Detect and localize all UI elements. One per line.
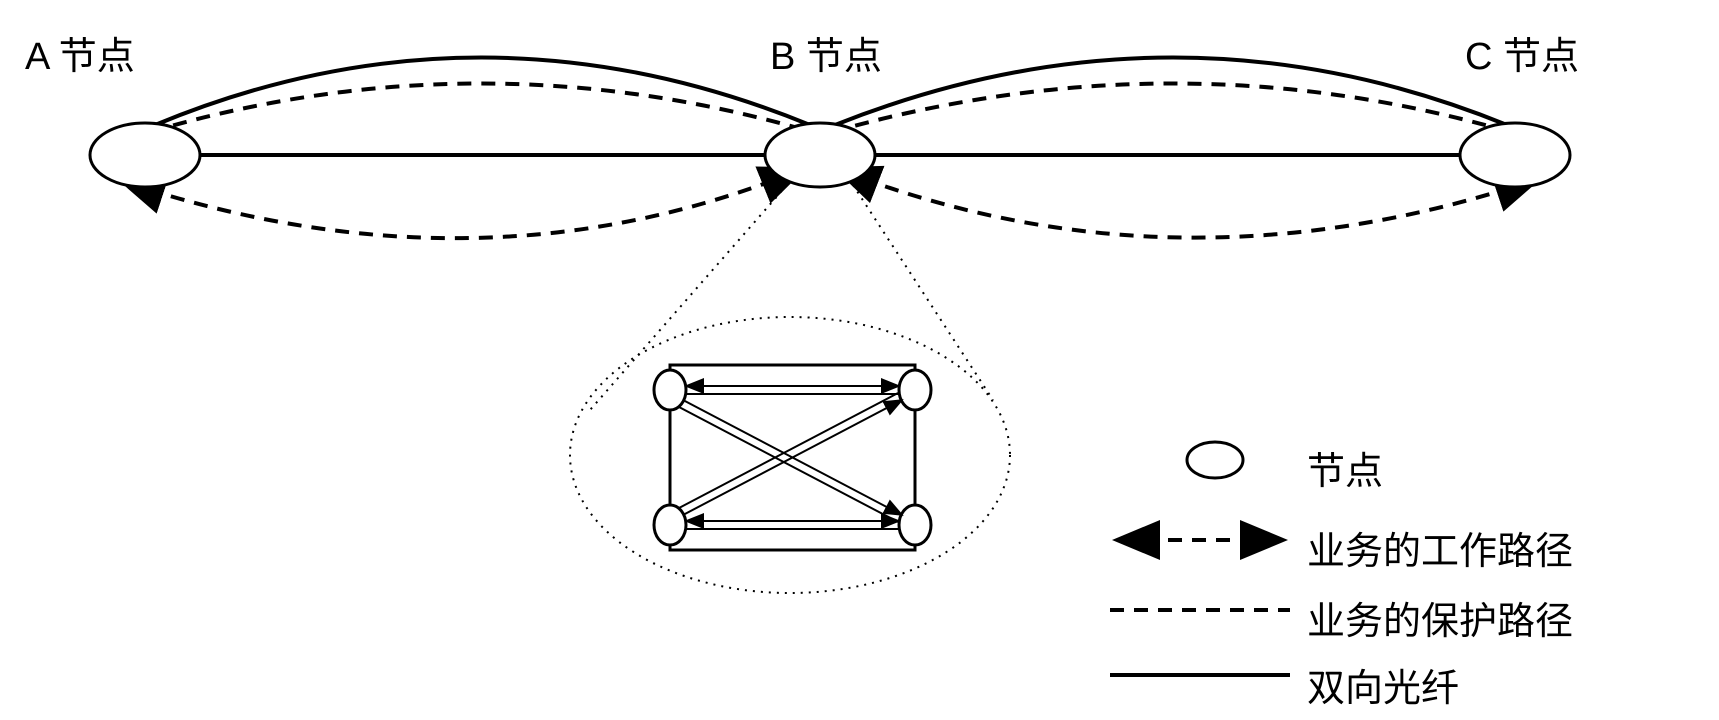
legend-working-label: 业务的工作路径 xyxy=(1307,520,1573,575)
port-br xyxy=(899,505,931,545)
working-path-ab xyxy=(125,170,800,238)
port-tr xyxy=(899,370,931,410)
legend-node-label: 节点 xyxy=(1307,440,1383,495)
node-a xyxy=(90,123,200,187)
legend-protection-label: 业务的保护路径 xyxy=(1307,590,1573,645)
port-tl xyxy=(654,370,686,410)
legend-node-icon xyxy=(1187,442,1243,478)
port-bl xyxy=(654,505,686,545)
fiber-curve-bc-top xyxy=(835,58,1507,126)
label-node-c: C 节点 xyxy=(1465,25,1579,80)
node-b xyxy=(765,123,875,187)
working-path-bc xyxy=(840,170,1535,238)
fiber-curve-ab-top xyxy=(155,58,810,126)
label-node-a: A 节点 xyxy=(25,25,135,80)
legend-fiber-label: 双向光纤 xyxy=(1307,657,1459,712)
label-node-b: B 节点 xyxy=(770,25,882,80)
node-c xyxy=(1460,123,1570,187)
